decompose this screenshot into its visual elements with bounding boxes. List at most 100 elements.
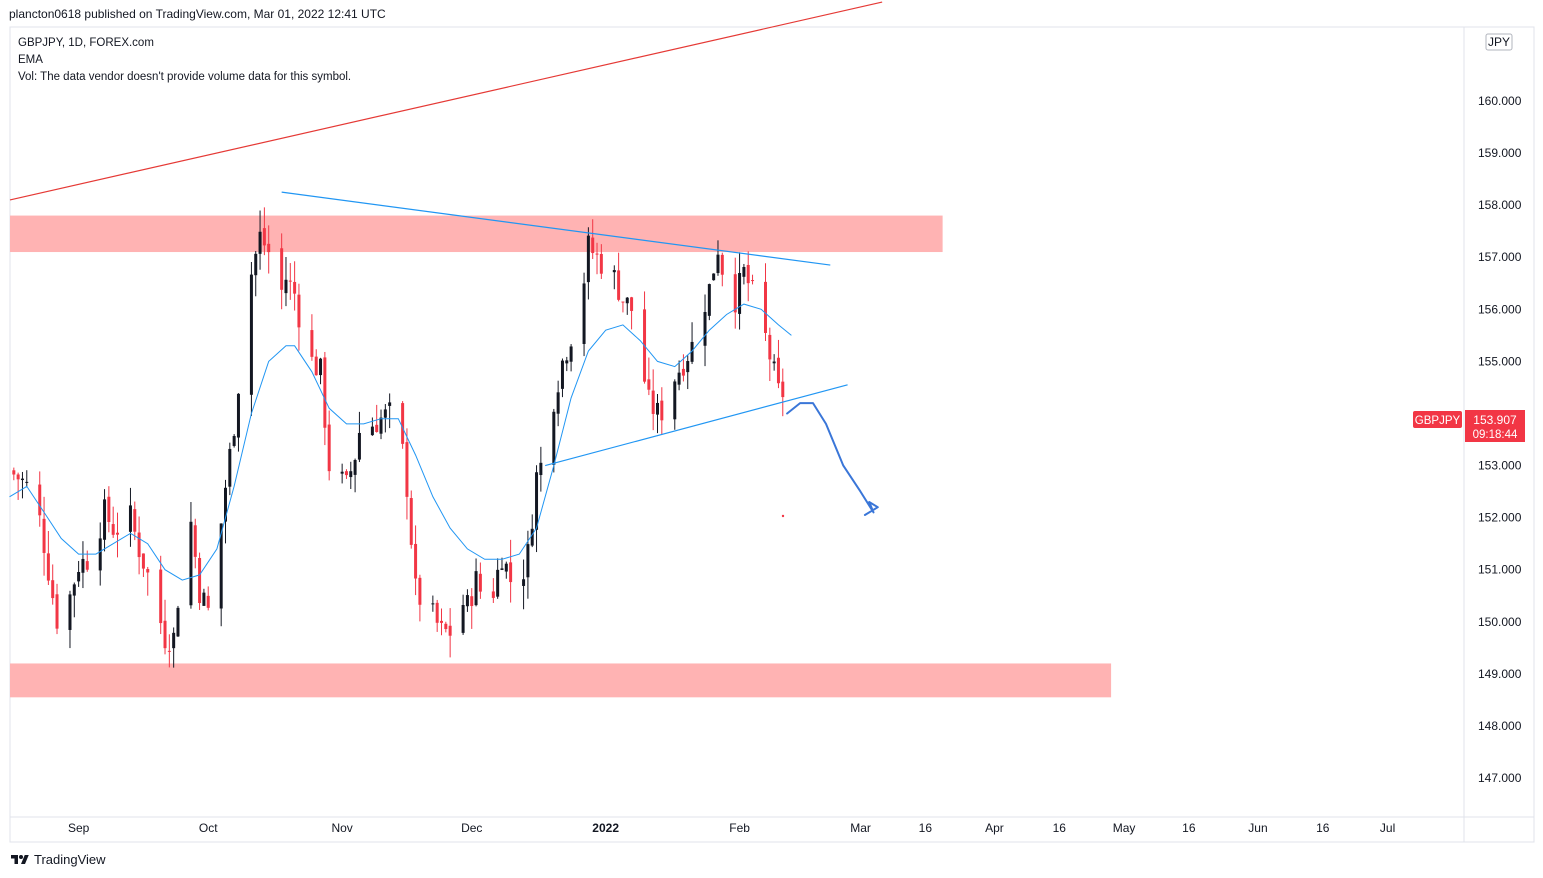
candle-body [375, 424, 379, 432]
legend-symbol[interactable]: GBPJPY, 1D, FOREX.com [18, 37, 154, 49]
candle-body [681, 368, 685, 376]
time-axis: Sep Oct Nov Dec 2022 Feb Mar 16 Apr 16 May 16 Jun 16 J… [68, 821, 1395, 835]
time-tick-label: Mar [850, 821, 871, 835]
candle-body [569, 346, 573, 362]
candle-body [440, 620, 443, 623]
legend-indicator[interactable]: EMA [18, 54, 43, 66]
candle-body [535, 472, 539, 530]
candle-body [764, 281, 767, 333]
candle-body [751, 280, 755, 282]
candle-body [772, 361, 776, 364]
candle-body [522, 579, 526, 586]
legend-volume-note: Vol: The data vendor doesn't provide vol… [18, 71, 352, 83]
candle-body [435, 602, 439, 623]
candle-body [591, 237, 595, 254]
candle-body [85, 561, 89, 570]
candle-body [599, 253, 603, 274]
footer-brand[interactable]: TradingView [10, 852, 106, 867]
price-tick-label: 152.000 [1478, 511, 1522, 525]
candle-body [353, 459, 357, 475]
candle-body [319, 358, 323, 376]
time-tick-label: Dec [461, 821, 482, 835]
candle-body [556, 392, 560, 414]
candle-body [552, 411, 556, 465]
price-tick-label: 156.000 [1478, 302, 1522, 316]
candle-body [586, 235, 590, 283]
candle-body [742, 267, 746, 277]
candle-body [72, 584, 76, 596]
candle-body [418, 577, 422, 605]
candle-body [560, 360, 564, 389]
candle-body [236, 393, 240, 438]
candle-body [776, 357, 780, 384]
time-tick-label: Oct [199, 821, 218, 835]
candle-body [349, 471, 353, 478]
candle-body [327, 424, 331, 472]
candle-body [172, 632, 176, 649]
candle-body [496, 569, 500, 597]
candle-body [703, 311, 707, 346]
zone-1 [10, 663, 1112, 698]
candle-body [46, 553, 50, 581]
candle-body [405, 442, 409, 497]
candle-body [16, 474, 20, 480]
price-tick-label: 149.000 [1478, 667, 1522, 681]
candle-body [77, 571, 81, 582]
candle-body [474, 571, 478, 606]
candle-body [651, 390, 655, 414]
candle-body [500, 568, 504, 570]
candle-body [461, 605, 465, 633]
candle-body [595, 253, 599, 255]
time-tick-label: Apr [985, 821, 1004, 835]
candle-body [716, 254, 720, 274]
price-tick-label: 153.000 [1478, 459, 1522, 473]
candle-body [656, 402, 659, 415]
candle-body [293, 281, 297, 294]
candle-body [25, 481, 29, 483]
descending-resistance-line [281, 191, 831, 266]
candle-body [370, 426, 374, 436]
candle-body [539, 462, 543, 476]
time-tick-label: 16 [1182, 821, 1196, 835]
candle-body [314, 356, 318, 376]
price-tick-label: 155.000 [1478, 354, 1522, 368]
candle-body [673, 381, 677, 420]
candle-body [111, 524, 115, 535]
candle-body [401, 403, 405, 444]
candle-body [690, 341, 694, 362]
candle-body [51, 580, 55, 599]
symbol-tag-box [1413, 411, 1462, 428]
price-axis: 147.000 148.000 149.000 150.000 151.000 152.0… [1478, 94, 1522, 785]
publish-line: plancton0618 published on TradingView.co… [9, 7, 386, 21]
price-tick-label: 160.000 [1478, 94, 1522, 108]
candle-body [738, 273, 742, 314]
candle-body [621, 301, 625, 303]
candle-body [20, 478, 24, 481]
candle-body [478, 573, 482, 592]
candle-body [189, 521, 193, 606]
current-price: 153.907 [1473, 413, 1517, 427]
candle-body [206, 595, 210, 608]
candle-body [720, 254, 724, 275]
candle-body [133, 509, 137, 532]
candle-body [103, 499, 107, 540]
candle-body [707, 284, 711, 316]
candle-body [630, 297, 634, 311]
candle-body [228, 448, 232, 487]
candle-body [448, 625, 452, 636]
candle-body [219, 523, 223, 609]
candle-body [176, 607, 180, 637]
candle-body [310, 330, 314, 357]
currency-badge[interactable]: JPY [1488, 35, 1510, 49]
candle-body [526, 544, 530, 578]
candle-body [107, 496, 111, 522]
candle-body [146, 569, 150, 573]
candle-body [444, 623, 448, 630]
candle-body [116, 532, 119, 535]
candle-body [660, 400, 664, 421]
time-tick-label: Nov [331, 821, 352, 835]
candle-body [297, 294, 301, 328]
candle-body [198, 557, 202, 604]
upper-channel-line [9, 1, 883, 201]
